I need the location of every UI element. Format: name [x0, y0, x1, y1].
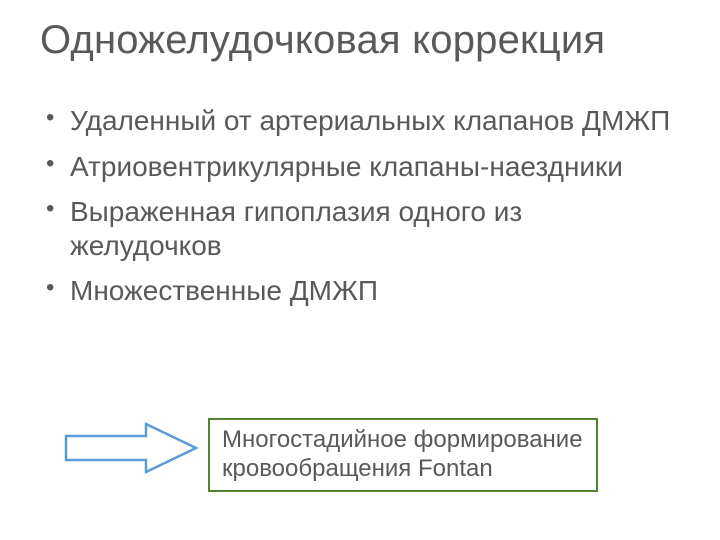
list-item: Выраженная гипоплазия одного из желудочк…: [40, 195, 680, 262]
slide: Одножелудочковая коррекция Удаленный от …: [0, 0, 720, 540]
list-item: Атриовентрикулярные клапаны-наездники: [40, 150, 680, 184]
right-arrow-icon: [56, 418, 206, 478]
bullet-list: Удаленный от артериальных клапанов ДМЖП …: [40, 104, 680, 308]
list-item: Удаленный от артериальных клапанов ДМЖП: [40, 104, 680, 138]
callout-box: Многостадийное формирование кровообращен…: [208, 418, 598, 492]
list-item: Множественные ДМЖП: [40, 274, 680, 308]
slide-body: Удаленный от артериальных клапанов ДМЖП …: [40, 104, 680, 320]
arrow-row: Многостадийное формирование кровообращен…: [56, 418, 690, 492]
slide-title: Одножелудочковая коррекция: [40, 18, 680, 63]
callout-text: Многостадийное формирование кровообращен…: [222, 426, 584, 484]
